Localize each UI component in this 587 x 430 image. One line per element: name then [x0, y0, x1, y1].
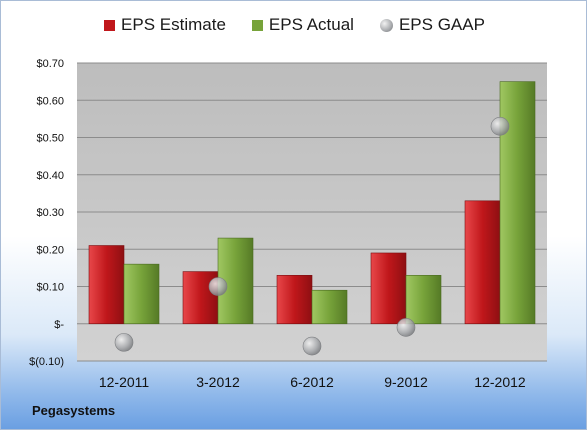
legend-swatch-actual [251, 19, 263, 31]
x-tick-label: 9-2012 [384, 374, 428, 390]
y-tick-label: $0.10 [36, 282, 64, 294]
y-tick-label: $0.30 [36, 207, 64, 219]
legend-label-actual: EPS Actual [268, 15, 354, 34]
bar-eps-estimate [370, 252, 407, 325]
y-tick-label: $0.60 [36, 95, 64, 107]
bar-eps-actual [499, 81, 536, 325]
legend: EPS Estimate EPS Actual EPS GAAP [1, 15, 586, 35]
y-tick-label: $- [54, 319, 64, 331]
bar-eps-estimate [276, 275, 313, 325]
legend-item-gaap: EPS GAAP [379, 15, 485, 35]
x-tick-label: 3-2012 [196, 374, 240, 390]
y-tick-label: $(0.10) [29, 356, 64, 368]
legend-swatch-estimate [104, 19, 116, 31]
bar-eps-actual [123, 263, 160, 325]
marker-eps-gaap [396, 318, 416, 337]
marker-eps-gaap [114, 333, 134, 352]
bar-eps-actual [311, 289, 348, 325]
y-tick-label: $0.50 [36, 133, 64, 145]
y-tick-label: $0.20 [36, 244, 64, 256]
bar-eps-estimate [88, 245, 125, 325]
bar-eps-actual [405, 275, 442, 325]
legend-item-actual: EPS Actual [251, 15, 354, 35]
y-tick-label: $0.70 [36, 58, 64, 70]
x-tick-label: 6-2012 [290, 374, 334, 390]
marker-eps-gaap [490, 117, 510, 136]
legend-swatch-gaap [379, 18, 393, 32]
legend-label-gaap: EPS GAAP [398, 15, 485, 34]
legend-label-estimate: EPS Estimate [121, 15, 226, 34]
x-tick-label: 12-2012 [474, 374, 526, 390]
legend-item-estimate: EPS Estimate [104, 15, 226, 35]
y-tick-label: $0.40 [36, 170, 64, 182]
marker-eps-gaap [302, 336, 322, 356]
marker-eps-gaap [208, 277, 228, 296]
company-label: Pegasystems [32, 403, 116, 418]
bar-eps-estimate [464, 200, 501, 325]
x-tick-label: 12-2011 [99, 374, 150, 390]
